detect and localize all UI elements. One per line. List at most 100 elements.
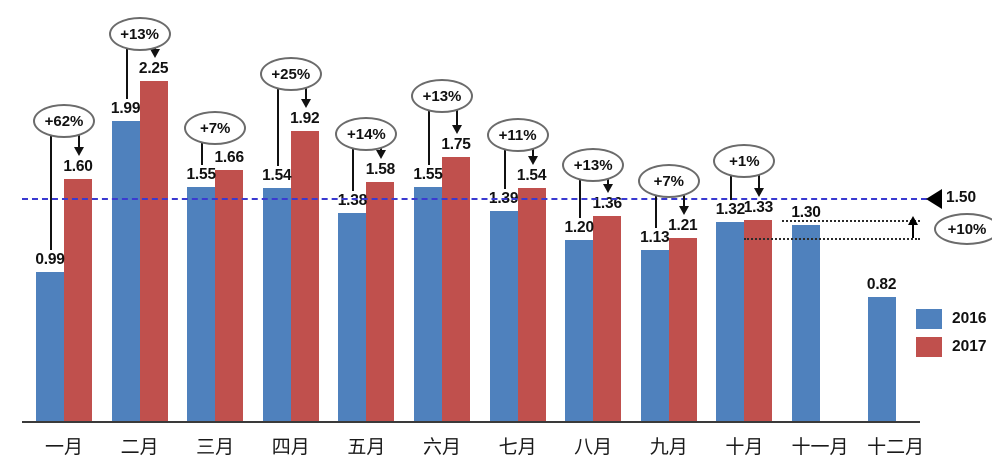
growth-callout-9: +1%: [713, 144, 776, 178]
legend-item-2017: 2017: [916, 333, 986, 361]
callout-arrow-line-3: [304, 87, 307, 100]
callout-arrow-line-9: [758, 174, 761, 189]
bar-2017-0: [64, 179, 92, 421]
value-label-2016-1: 1.99: [110, 99, 141, 117]
bar-2016-11: [867, 297, 896, 421]
category-label-1: 二月: [120, 436, 159, 458]
callout-arrow-line-6: [531, 148, 534, 157]
bar-2016-0: [36, 271, 64, 421]
growth-callout-1: +13%: [108, 17, 171, 51]
value-label-2017-5: 1.75: [441, 135, 471, 153]
callout-stem-8: [654, 194, 657, 229]
bar-2016-10: [792, 224, 820, 421]
target-marker-icon: [926, 189, 942, 209]
value-label-2016-5: 1.55: [413, 165, 443, 183]
category-label-11: 十二月: [867, 436, 925, 458]
callout-stem-4: [352, 147, 355, 191]
value-label-2017-4: 1.58: [365, 161, 396, 179]
callout-arrow-line-0: [78, 134, 80, 148]
callout-stem-9: [730, 174, 733, 200]
value-label-2017-8: 1.21: [668, 217, 698, 235]
callout-arrow-head-3: [300, 99, 311, 109]
callout-arrow-head-5: [452, 124, 462, 134]
callout-arrow-line-7: [607, 178, 610, 184]
bar-2017-6: [517, 188, 546, 421]
bar-2017-5: [442, 156, 470, 421]
growth-callout-7: +13%: [562, 148, 625, 182]
growth-callout-6: +11%: [486, 118, 549, 152]
bar-2017-7: [593, 215, 622, 421]
value-label-2017-3: 1.92: [290, 110, 320, 128]
gap-lower-line: [744, 238, 920, 241]
value-label-2016-11: 0.82: [866, 276, 897, 294]
callout-stem-5: [428, 109, 430, 165]
x-axis-line: [22, 421, 920, 423]
callout-arrow-head-6: [527, 156, 538, 166]
bar-2016-4: [338, 212, 367, 421]
chart-legend: 2016 2017: [916, 305, 986, 361]
bar-2016-2: [187, 186, 216, 421]
bar-2017-1: [139, 81, 168, 421]
growth-callout-2: +7%: [184, 111, 247, 145]
callout-stem-2: [201, 141, 204, 165]
bar-2016-1: [111, 120, 140, 421]
callout-stem-6: [503, 148, 506, 190]
legend-label-2017: 2017: [952, 338, 987, 355]
bar-2016-7: [565, 239, 594, 421]
value-label-2016-2: 1.55: [186, 165, 217, 183]
growth-callout-5: +13%: [411, 79, 473, 113]
category-label-6: 七月: [498, 436, 537, 458]
gap-callout-badge: +10%: [934, 213, 992, 246]
callout-stem-3: [276, 87, 279, 167]
growth-callout-0: +62%: [33, 104, 95, 138]
bar-2017-9: [744, 220, 773, 421]
legend-swatch-2017: [916, 337, 942, 357]
category-label-7: 八月: [574, 436, 613, 458]
bar-2017-4: [366, 182, 395, 421]
value-label-2016-0: 0.99: [35, 250, 65, 268]
callout-stem-7: [579, 178, 582, 218]
bar-2016-6: [489, 211, 518, 421]
bar-2016-8: [640, 250, 669, 421]
gap-upper-line: [782, 220, 920, 223]
callout-arrow-head-8: [678, 206, 689, 216]
callout-arrow-head-7: [603, 183, 614, 193]
gap-arrow-line: [912, 223, 914, 239]
category-label-2: 三月: [196, 436, 235, 458]
category-label-3: 四月: [271, 436, 310, 458]
value-label-2016-8: 1.13: [640, 229, 670, 247]
value-label-2016-9: 1.32: [715, 200, 746, 218]
callout-arrow-line-5: [456, 109, 458, 125]
callout-arrow-head-0: [74, 147, 84, 157]
growth-callout-3: +25%: [259, 57, 322, 91]
category-label-0: 一月: [44, 436, 83, 458]
callout-arrow-head-4: [376, 150, 387, 160]
bar-2016-9: [716, 221, 745, 421]
category-label-5: 六月: [422, 436, 461, 458]
bar-2016-5: [414, 186, 442, 421]
category-label-10: 十一月: [791, 436, 849, 458]
gap-arrow-head-icon: [908, 216, 918, 226]
category-label-9: 十月: [725, 436, 764, 458]
value-label-2017-2: 1.66: [214, 149, 245, 167]
bar-2017-2: [215, 170, 244, 421]
callout-arrow-line-8: [682, 194, 685, 207]
target-line: [22, 198, 927, 200]
growth-callout-8: +7%: [637, 164, 700, 198]
bar-2017-3: [290, 131, 319, 421]
callout-arrow-head-9: [754, 188, 765, 198]
callout-arrow-head-1: [149, 49, 160, 59]
growth-callout-4: +14%: [335, 117, 398, 151]
legend-label-2016: 2016: [952, 310, 987, 327]
category-label-4: 五月: [347, 436, 386, 458]
value-label-2016-3: 1.54: [262, 167, 292, 185]
category-label-8: 九月: [649, 436, 688, 458]
value-label-2017-9: 1.33: [743, 199, 774, 217]
value-label-2016-7: 1.20: [564, 218, 595, 236]
value-label-2017-0: 1.60: [63, 158, 93, 176]
target-value-label: 1.50: [946, 189, 977, 206]
legend-item-2016: 2016: [916, 305, 986, 333]
value-label-2016-10: 1.30: [791, 203, 821, 221]
